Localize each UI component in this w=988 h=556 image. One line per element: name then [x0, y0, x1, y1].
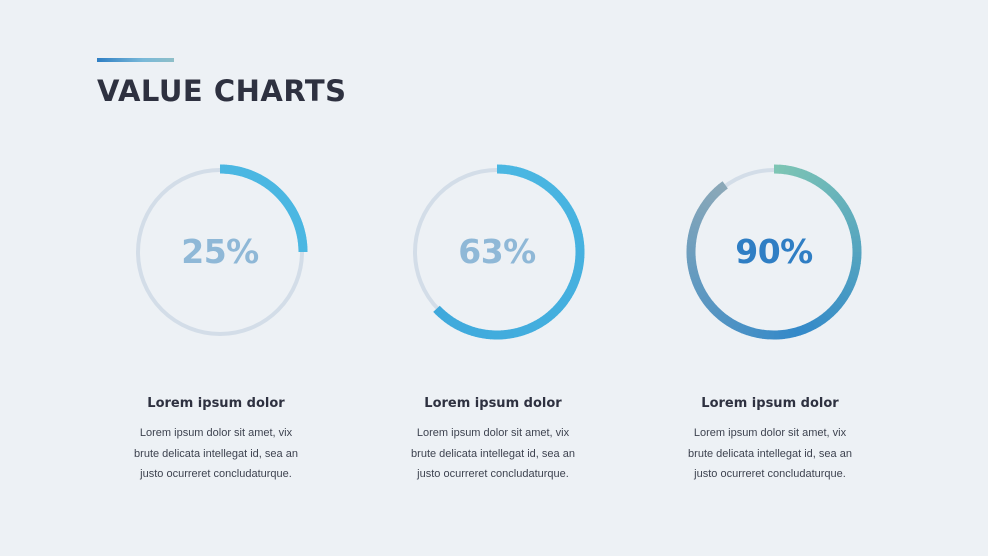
gauge-arc-segment — [433, 305, 443, 315]
donut-gauge: 90% — [682, 160, 866, 344]
gauge-value-label: 90% — [735, 232, 813, 271]
card-description-line: brute delicata intellegat id, sea an — [411, 447, 575, 460]
card-title: Lorem ipsum dolor — [147, 396, 285, 411]
gauge-svg — [136, 164, 308, 336]
gauge-value-arc — [433, 164, 585, 340]
card-description-line: Lorem ipsum dolor sit amet, vix — [693, 427, 847, 439]
gauge-svg — [413, 164, 585, 340]
gauge-value-arc — [686, 164, 862, 340]
card-description: Lorem ipsum dolor sit amet, vix brute de… — [650, 423, 890, 485]
card-title: Lorem ipsum dolor — [424, 396, 562, 411]
card-description-line: justo ocurreret concludaturque. — [694, 468, 846, 480]
gauge-value-label: 25% — [181, 232, 259, 271]
card-title: Lorem ipsum dolor — [701, 396, 839, 411]
gauge-svg — [686, 164, 862, 340]
gauge-track — [136, 168, 304, 336]
gauge-arc-segment — [718, 181, 728, 192]
card-description-line: justo ocurreret concludaturque. — [140, 468, 292, 480]
card-description-line: brute delicata intellegat id, sea an — [688, 447, 852, 460]
page-title: VALUE CHARTS — [97, 74, 347, 108]
card-description-line: Lorem ipsum dolor sit amet, vix — [139, 427, 293, 439]
card-description-line: justo ocurreret concludaturque. — [417, 468, 569, 480]
card-description-line: brute delicata intellegat id, sea an — [134, 447, 298, 460]
card-description: Lorem ipsum dolor sit amet, vix brute de… — [373, 423, 613, 485]
title-accent-bar — [97, 58, 174, 62]
card-description-line: Lorem ipsum dolor sit amet, vix — [416, 427, 570, 439]
donut-gauge: 25% — [128, 160, 312, 344]
gauge-value-label: 63% — [458, 232, 536, 271]
donut-gauge: 63% — [405, 160, 589, 344]
gauge-value-arc — [219, 164, 308, 253]
card-description: Lorem ipsum dolor sit amet, vix brute de… — [96, 423, 336, 485]
